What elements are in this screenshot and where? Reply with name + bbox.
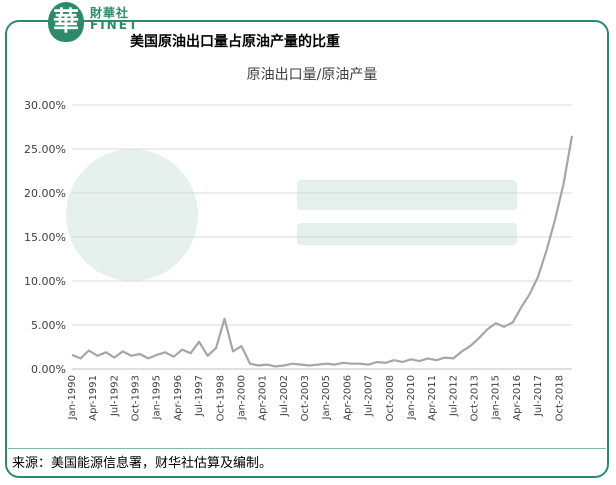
y-tick-label: 15.00% [24, 231, 66, 244]
chart-title: 原油出口量/原油产量 [247, 67, 378, 83]
y-tick-label: 0.00% [31, 363, 66, 376]
watermark-circle [66, 149, 198, 281]
chart-frame [5, 20, 609, 478]
y-axis: 0.00% 5.00% 10.00% 15.00% 20.00% 25.00% 30.00% [24, 99, 66, 376]
x-tick-label: Jul-2002 [279, 375, 290, 417]
source-divider [8, 448, 606, 449]
plot-area [71, 135, 574, 368]
x-tick-label: Jan-1995 [152, 375, 163, 420]
y-tick-label: 10.00% [24, 275, 66, 288]
x-axis: Jan-1990 Apr-1991 Jul-1992 Oct-1993 Jan-1995… [67, 368, 572, 421]
grid [72, 104, 572, 370]
x-tick-label: Jul-2012 [448, 375, 459, 417]
brand-name-cn: 財華社 [90, 6, 130, 20]
x-tick-label: Jan-2005 [321, 375, 332, 420]
source-note: 来源：美国能源信息署，财华社估算及编制。 [12, 456, 273, 471]
x-tick-label: Oct-2008 [385, 375, 396, 421]
x-tick-label: Oct-1993 [131, 375, 142, 421]
x-tick-label: Jan-2010 [406, 375, 417, 420]
page-title: 美国原油出口量占原油产量的比重 [130, 34, 340, 50]
y-tick-label: 5.00% [31, 319, 66, 332]
x-tick-label: Apr-2016 [512, 375, 523, 421]
x-tick-label: Jul-1992 [109, 375, 120, 417]
x-tick-label: Jul-2007 [364, 375, 375, 417]
x-tick-label: Jan-2015 [491, 375, 502, 420]
watermark-wordmark-bottom [297, 223, 517, 245]
finet-logo: 華 [48, 2, 84, 42]
x-tick-label: Apr-2006 [342, 375, 353, 421]
y-tick-label: 30.00% [24, 99, 66, 112]
series-line [71, 135, 574, 368]
x-tick-label: Jan-2000 [236, 375, 247, 420]
x-tick-label: Apr-2001 [258, 375, 269, 421]
brand-name-en: FINET [90, 18, 140, 32]
x-tick-label: Apr-1991 [88, 375, 99, 421]
x-tick-label: Oct-2003 [300, 375, 311, 421]
x-tick-label: Apr-2011 [427, 375, 438, 421]
y-tick-label: 20.00% [24, 187, 66, 200]
x-tick-label: Jul-1997 [194, 375, 205, 417]
x-tick-label: Oct-2018 [554, 375, 565, 421]
watermark-wordmark-top [297, 180, 517, 210]
line-chart: 0.00% 5.00% 10.00% 15.00% 20.00% 25.00% 30.00%… [24, 67, 574, 421]
x-tick-label: Jul-2017 [533, 375, 544, 417]
x-tick-label: Oct-1998 [215, 375, 226, 421]
y-tick-label: 25.00% [24, 143, 66, 156]
x-tick-label: Oct-2013 [470, 375, 481, 421]
x-tick-label: Jan-1990 [67, 375, 78, 420]
chart-area: 0.00% 5.00% 10.00% 15.00% 20.00% 25.00% 30.00%… [12, 55, 604, 447]
x-tick-label: Apr-1996 [173, 375, 184, 421]
watermark [66, 149, 517, 281]
